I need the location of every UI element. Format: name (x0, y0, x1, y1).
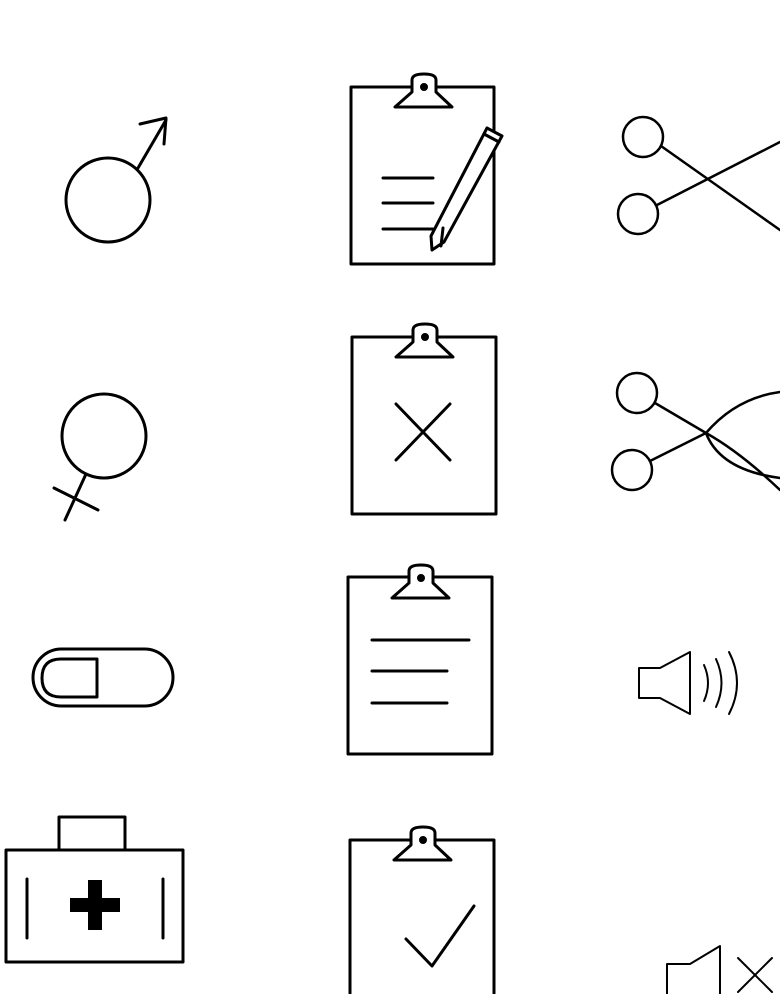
scissors-closed-icon (610, 371, 780, 492)
female-symbol-icon (52, 392, 148, 522)
clipboard-list-icon (346, 563, 494, 756)
male-symbol-icon (64, 116, 168, 244)
clipboard-edit-icon (349, 72, 504, 266)
toggle-switch-off-icon (31, 647, 175, 708)
scissors-open-icon (616, 115, 780, 236)
clipboard-delete-icon (350, 322, 498, 516)
speaker-volume-icon (638, 651, 738, 715)
first-aid-kit-icon (4, 815, 185, 964)
speaker-mute-icon (666, 945, 773, 994)
clipboard-check-icon (348, 825, 496, 994)
